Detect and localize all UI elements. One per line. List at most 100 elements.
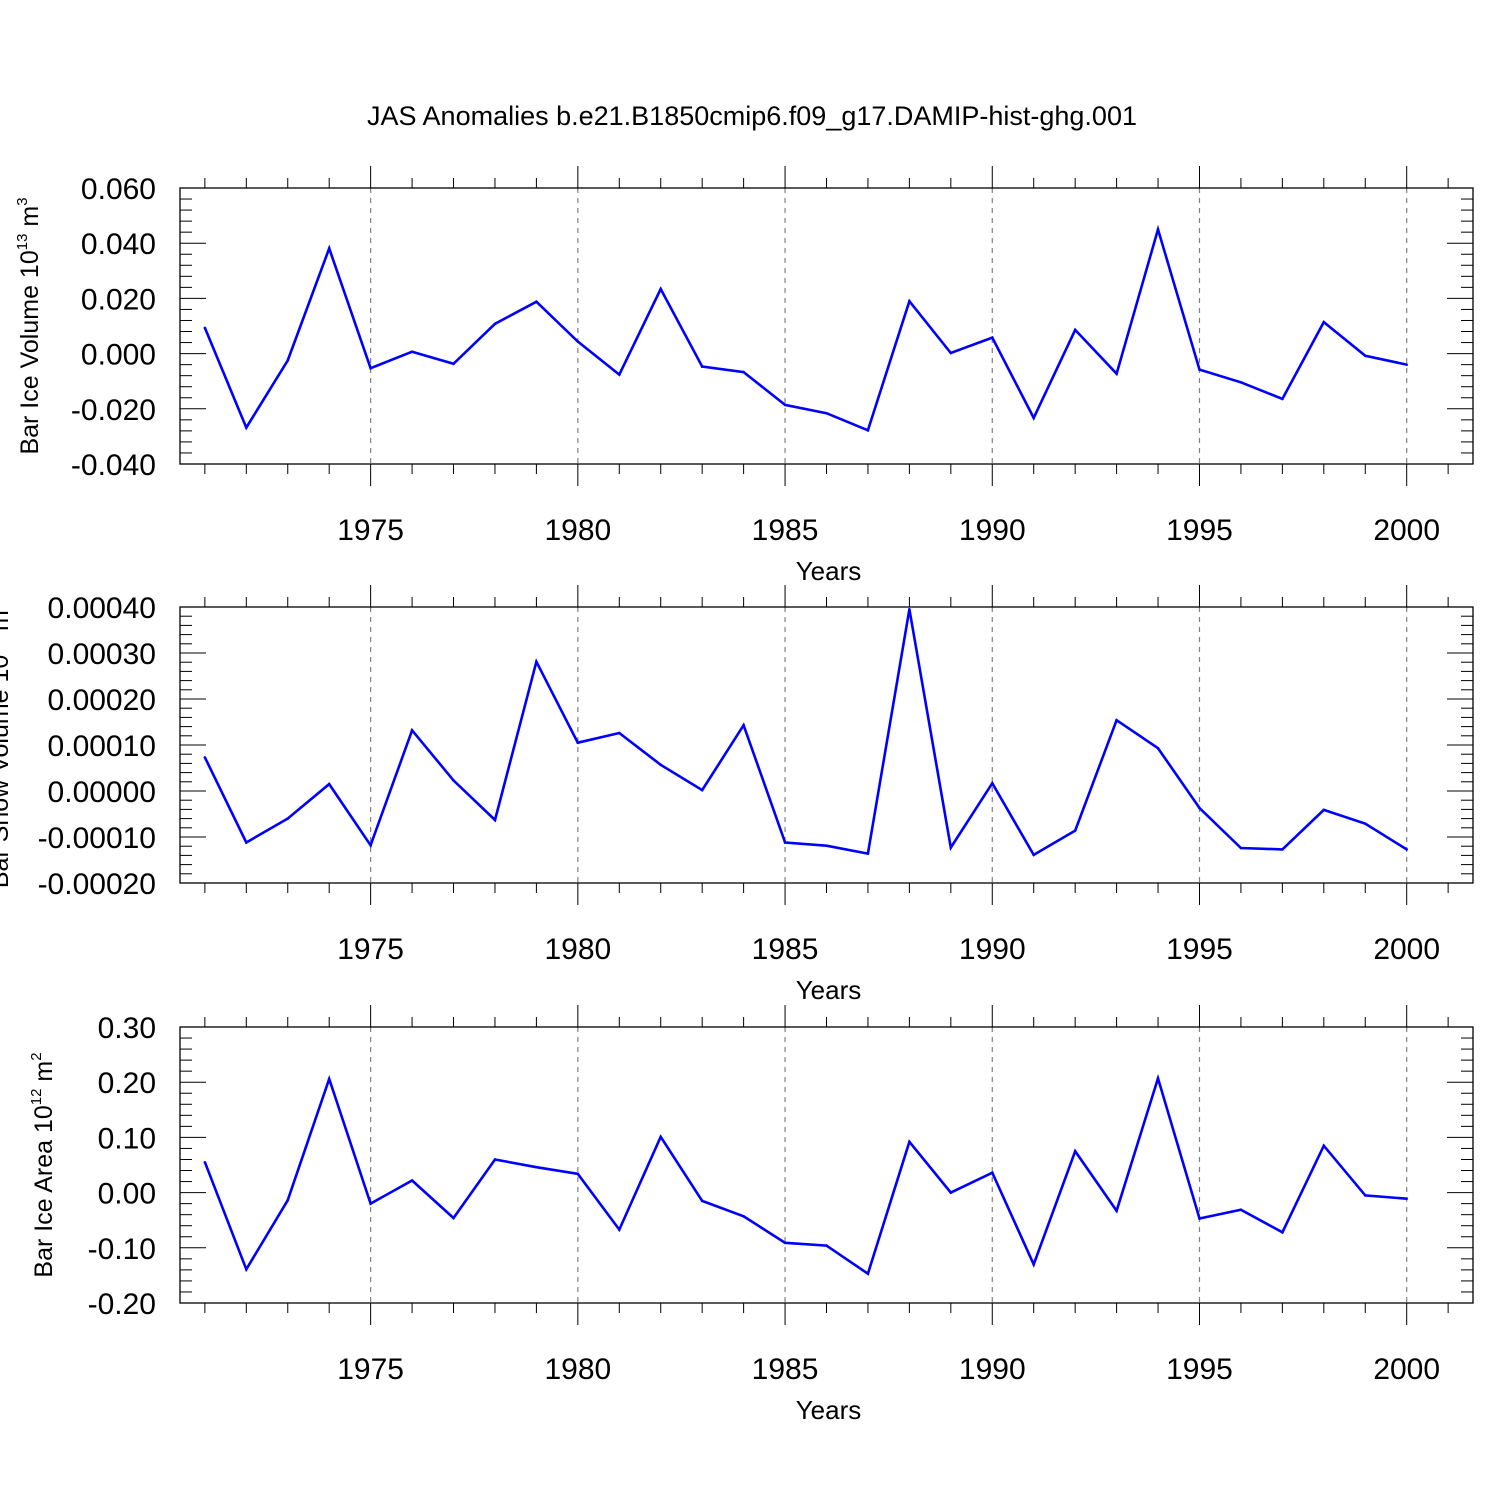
data-point bbox=[452, 779, 455, 782]
data-point bbox=[1156, 1077, 1160, 1080]
data-point bbox=[1073, 328, 1077, 332]
data-point bbox=[1073, 829, 1077, 832]
data-point bbox=[452, 362, 455, 366]
x-axis-label: Years bbox=[796, 556, 862, 586]
data-point bbox=[327, 782, 331, 786]
data-point bbox=[369, 366, 372, 370]
x-tick-label: 1990 bbox=[959, 514, 1026, 547]
y-tick-label: -0.00010 bbox=[38, 822, 156, 855]
data-point bbox=[493, 322, 497, 326]
data-point bbox=[866, 852, 870, 855]
y-tick-label: 0.00 bbox=[98, 1178, 156, 1211]
data-point bbox=[617, 373, 621, 376]
x-tick-label: 1980 bbox=[544, 514, 611, 547]
chart-panel-3: -0.20 -0.10 0.00 0.10 0.20 0.30 1975 1980 1985 19… bbox=[28, 1005, 1474, 1425]
data-point bbox=[908, 1140, 911, 1144]
y-tick-label: 0.00020 bbox=[48, 684, 156, 717]
data-point bbox=[369, 843, 372, 847]
data-point bbox=[1239, 1208, 1243, 1212]
data-point bbox=[410, 728, 414, 732]
data-point bbox=[825, 844, 828, 848]
data-point bbox=[700, 788, 704, 792]
data-point bbox=[617, 1228, 621, 1231]
data-point bbox=[535, 1165, 538, 1169]
data-point bbox=[1363, 354, 1367, 358]
y-axis-label: Bar Ice Volume 1013 m3 bbox=[14, 197, 44, 454]
data-point bbox=[1032, 416, 1036, 420]
y-tick-label: -0.00020 bbox=[38, 868, 156, 901]
data-point bbox=[1322, 808, 1326, 812]
data-point bbox=[1322, 320, 1326, 324]
data-point bbox=[1405, 848, 1408, 851]
y-tick-label: 0.20 bbox=[98, 1067, 156, 1100]
x-tick-label: 1990 bbox=[959, 1353, 1026, 1386]
y-tick-label: 0.060 bbox=[81, 173, 156, 206]
data-point bbox=[866, 429, 870, 432]
data-point bbox=[700, 1199, 704, 1203]
data-point bbox=[1032, 853, 1036, 857]
data-point bbox=[617, 731, 621, 735]
data-point bbox=[1073, 1149, 1077, 1153]
data-point bbox=[1363, 822, 1367, 825]
data-point bbox=[742, 723, 745, 727]
data-point bbox=[1405, 1197, 1408, 1200]
data-point bbox=[286, 1199, 290, 1202]
chart-panel-1: -0.040 -0.020 0.000 0.020 0.040 0.060 1975 1980… bbox=[14, 166, 1474, 586]
data-point bbox=[1405, 363, 1408, 366]
data-point bbox=[990, 336, 994, 339]
x-tick-label: 1995 bbox=[1166, 514, 1233, 547]
x-tick-label: 1975 bbox=[337, 1353, 404, 1386]
data-point bbox=[1198, 806, 1201, 810]
data-point bbox=[783, 403, 787, 407]
data-point bbox=[659, 287, 663, 291]
data-point bbox=[410, 350, 414, 353]
x-tick-label: 1985 bbox=[752, 514, 819, 547]
data-point bbox=[245, 1268, 248, 1271]
data-point bbox=[203, 756, 207, 759]
y-tick-label: 0.00030 bbox=[48, 638, 156, 671]
plot-frame bbox=[179, 187, 1474, 465]
data-point bbox=[1115, 372, 1118, 376]
x-tick-label: 2000 bbox=[1373, 1353, 1440, 1386]
data-point bbox=[286, 359, 290, 362]
y-tick-label: 0.30 bbox=[98, 1012, 156, 1045]
x-tick-label: 2000 bbox=[1373, 514, 1440, 547]
data-point bbox=[410, 1179, 414, 1182]
data-point bbox=[1239, 381, 1243, 384]
data-point bbox=[1115, 1209, 1118, 1213]
series-line bbox=[203, 224, 1407, 433]
data-point bbox=[452, 1216, 455, 1220]
data-point bbox=[1239, 846, 1243, 850]
data-point bbox=[493, 818, 497, 822]
y-tick-label: -0.10 bbox=[88, 1233, 156, 1266]
data-point bbox=[866, 1272, 870, 1276]
data-point bbox=[949, 846, 953, 849]
x-tick-label: 1995 bbox=[1166, 1353, 1233, 1386]
series-line bbox=[203, 609, 1408, 857]
x-tick-label: 1985 bbox=[752, 1353, 819, 1386]
data-point bbox=[576, 1172, 580, 1176]
y-tick-label: -0.040 bbox=[71, 449, 156, 482]
data-point bbox=[493, 1158, 497, 1161]
data-point bbox=[1198, 1217, 1201, 1220]
data-point bbox=[286, 817, 290, 820]
y-axis-label: Bar Snow Volume 1013 m3 bbox=[0, 602, 14, 888]
x-tick-label: 1980 bbox=[544, 933, 611, 966]
data-point bbox=[908, 608, 911, 611]
data-point bbox=[1156, 228, 1160, 231]
y-axis-label: Bar Ice Area 1012 m2 bbox=[28, 1052, 58, 1277]
data-point bbox=[203, 326, 207, 330]
data-point bbox=[1281, 848, 1284, 851]
x-tick-label: 1990 bbox=[959, 933, 1026, 966]
data-point bbox=[576, 741, 580, 744]
x-tick-label: 1975 bbox=[337, 933, 404, 966]
y-tick-label: 0.00010 bbox=[48, 730, 156, 763]
x-axis-label: Years bbox=[796, 1395, 862, 1425]
data-point bbox=[783, 1241, 787, 1245]
data-point bbox=[659, 763, 663, 767]
data-point bbox=[535, 300, 538, 304]
data-point bbox=[369, 1202, 372, 1205]
data-point bbox=[245, 426, 248, 429]
y-tick-label: 0.000 bbox=[81, 339, 156, 372]
